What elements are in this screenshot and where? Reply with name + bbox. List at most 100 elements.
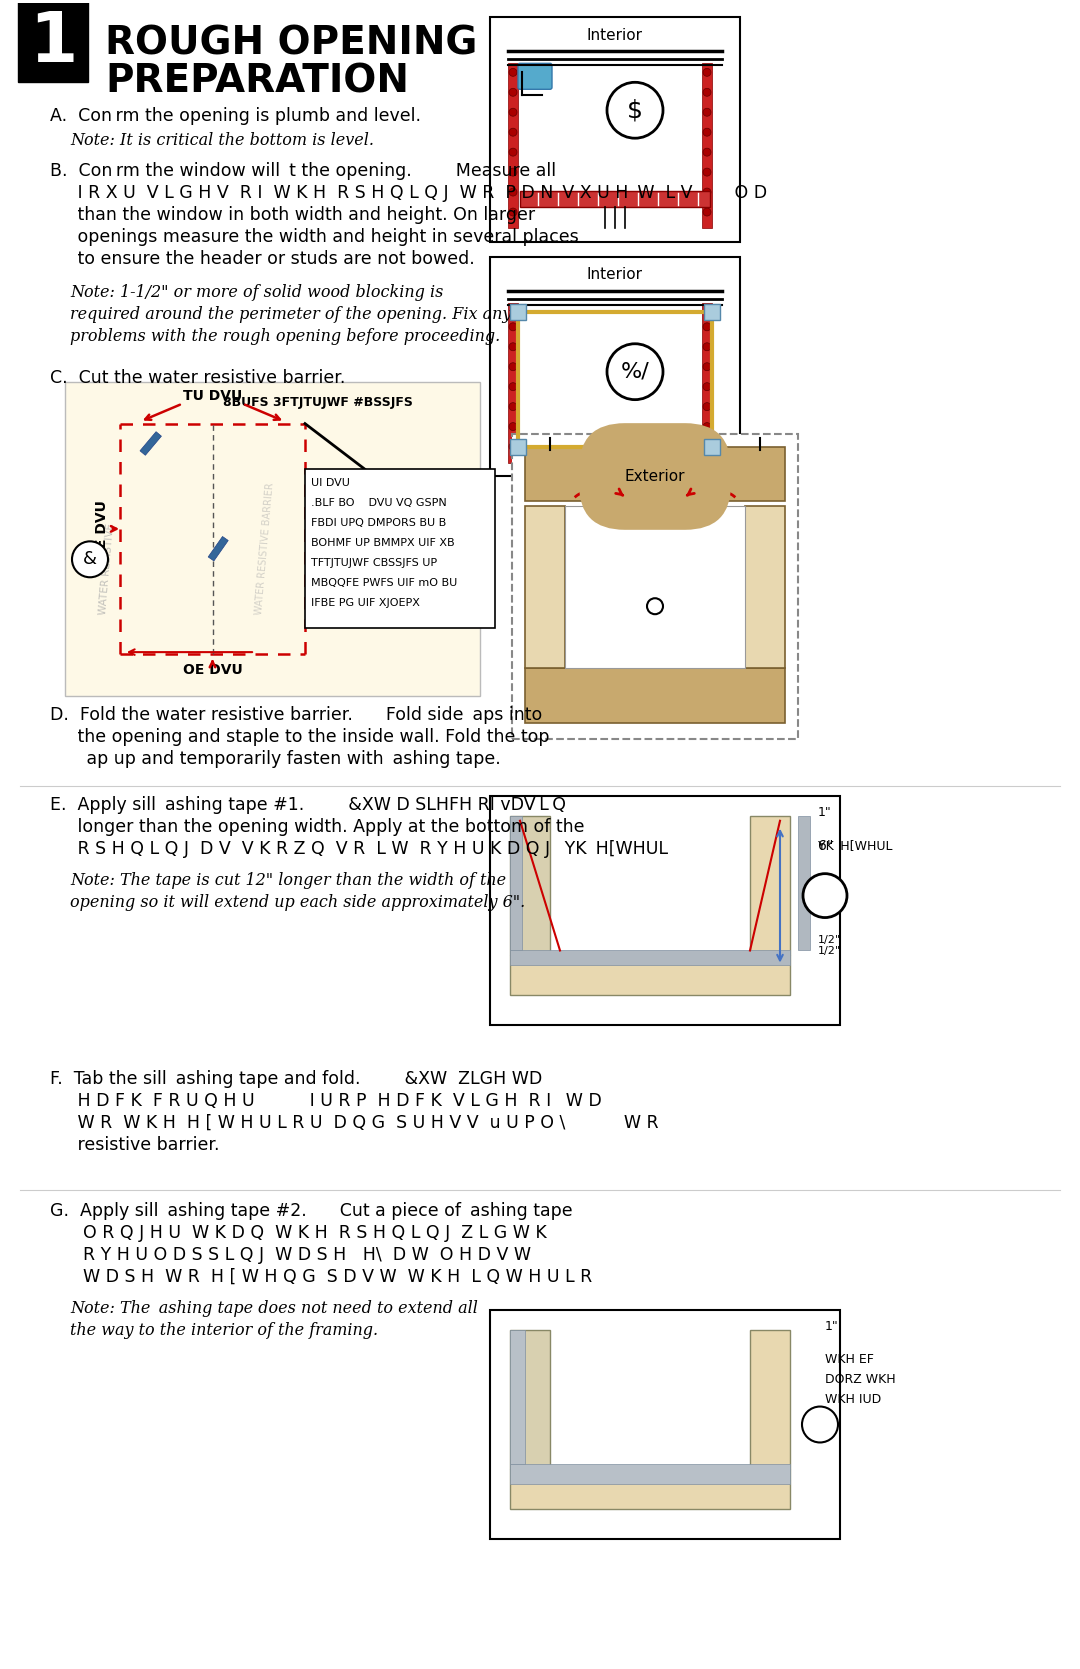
- Text: F.  Tab the sill  ashing tape and fold.        &XW  ZLGH WD: F. Tab the sill ashing tape and fold. &X…: [50, 1070, 542, 1088]
- Circle shape: [509, 209, 517, 215]
- Text: 6": 6": [818, 840, 834, 853]
- Text: Note: The  ashing tape does not need to extend all: Note: The ashing tape does not need to e…: [70, 1300, 477, 1317]
- Text: resistive barrier.: resistive barrier.: [50, 1137, 219, 1153]
- Bar: [490, 796, 840, 1025]
- Text: %/: %/: [621, 362, 649, 382]
- Circle shape: [509, 88, 517, 97]
- Circle shape: [509, 322, 517, 330]
- Bar: [490, 257, 740, 476]
- Text: SE DVU: SE DVU: [95, 501, 109, 557]
- Text: the way to the interior of the framing.: the way to the interior of the framing.: [70, 1322, 378, 1339]
- Text: Note: 1-1/2" or more of solid wood blocking is: Note: 1-1/2" or more of solid wood block…: [70, 284, 444, 300]
- Circle shape: [509, 342, 517, 350]
- Bar: [745, 506, 785, 668]
- Text: WKH IUD: WKH IUD: [825, 1394, 881, 1405]
- Circle shape: [509, 149, 517, 157]
- Bar: [525, 447, 785, 501]
- Bar: [305, 469, 495, 628]
- Circle shape: [509, 402, 517, 411]
- Circle shape: [647, 598, 663, 614]
- Polygon shape: [750, 816, 789, 955]
- Circle shape: [703, 209, 711, 215]
- Text: Note: The tape is cut 12" longer than the width of the: Note: The tape is cut 12" longer than th…: [70, 871, 507, 888]
- Text: WKH EF: WKH EF: [825, 1354, 874, 1367]
- Text: W D S H  W R  H [ W H Q G  S D V W  W K H  L Q W H U L R: W D S H W R H [ W H Q G S D V W W K H L …: [50, 1268, 592, 1285]
- Text: YK  H[WHUL: YK H[WHUL: [818, 840, 892, 853]
- Circle shape: [703, 169, 711, 177]
- Circle shape: [703, 189, 711, 195]
- Bar: [510, 1464, 789, 1484]
- Text: WATER RESISTIVE BARRIER: WATER RESISTIVE BARRIER: [254, 482, 275, 616]
- Text: ROUGH OPENING: ROUGH OPENING: [105, 25, 477, 62]
- Circle shape: [703, 342, 711, 350]
- Text: 1/2"
1/2": 1/2" 1/2": [818, 935, 841, 956]
- Text: BOHMF UP BMMPX UIF XB: BOHMF UP BMMPX UIF XB: [311, 539, 455, 549]
- Text: TFTJTUJWF CBSSJFS UP: TFTJTUJWF CBSSJFS UP: [311, 559, 437, 569]
- Bar: [508, 302, 518, 462]
- Polygon shape: [510, 1469, 789, 1509]
- Bar: [510, 951, 789, 965]
- Bar: [525, 668, 785, 723]
- Bar: [702, 63, 712, 229]
- Circle shape: [703, 382, 711, 391]
- Bar: [140, 432, 161, 456]
- Circle shape: [509, 108, 517, 117]
- Circle shape: [804, 873, 847, 918]
- Text: O R Q J H U  W K D Q  W K H  R S H Q L Q J  Z L G W K: O R Q J H U W K D Q W K H R S H Q L Q J …: [50, 1223, 546, 1242]
- Text: R Y H U O D S S L Q J  W D S H   H\  D W  O H D V W: R Y H U O D S S L Q J W D S H H\ D W O H…: [50, 1245, 531, 1263]
- Bar: [510, 439, 526, 454]
- Text: $: $: [627, 98, 643, 122]
- Text: openings measure the width and height in several places: openings measure the width and height in…: [50, 229, 579, 245]
- Text: UI DVU: UI DVU: [311, 479, 350, 489]
- Text: Interior: Interior: [588, 267, 643, 282]
- Text: A.  Con rm the opening is plumb and level.: A. Con rm the opening is plumb and level…: [50, 107, 421, 125]
- Polygon shape: [750, 1330, 789, 1469]
- Text: 1": 1": [818, 806, 832, 819]
- Text: required around the perimeter of the opening. Fix any: required around the perimeter of the ope…: [70, 305, 511, 322]
- Circle shape: [72, 541, 108, 577]
- Circle shape: [703, 149, 711, 157]
- Bar: [208, 536, 228, 561]
- Circle shape: [509, 129, 517, 137]
- Text: the opening and staple to the inside wall. Fold the top: the opening and staple to the inside wal…: [50, 728, 550, 746]
- Text: opening so it will extend up each side approximately 6".: opening so it will extend up each side a…: [70, 893, 525, 911]
- Text: Interior: Interior: [588, 28, 643, 43]
- Text: W R  W K H  H [ W H U L R U  D Q G  S U H V V  u U P O \           W R: W R W K H H [ W H U L R U D Q G S U H V …: [50, 1115, 659, 1132]
- Text: PREPARATION: PREPARATION: [105, 62, 409, 100]
- Circle shape: [703, 88, 711, 97]
- Circle shape: [509, 382, 517, 391]
- Bar: [510, 1330, 525, 1464]
- Circle shape: [703, 108, 711, 117]
- Text: H D F K  F R U Q H U          I U R P  H D F K  V L G H  R I   W D: H D F K F R U Q H U I U R P H D F K V L …: [50, 1092, 602, 1110]
- Text: E.  Apply sill  ashing tape #1.        &XW D SLHFH RI vDV L Q: E. Apply sill ashing tape #1. &XW D SLHF…: [50, 796, 569, 814]
- Text: I R X U  V L G H V  R I  W K H  R S H Q L Q J  W R  P D N  V X U H  W  L V      : I R X U V L G H V R I W K H R S H Q L Q …: [50, 184, 767, 202]
- Polygon shape: [510, 1330, 550, 1469]
- Circle shape: [509, 422, 517, 431]
- Bar: [65, 382, 480, 696]
- Text: WATER RESISTIVE: WATER RESISTIVE: [98, 522, 116, 614]
- Bar: [525, 506, 565, 668]
- Circle shape: [703, 402, 711, 411]
- Text: B.  Con rm the window will  t the opening.        Measure all: B. Con rm the window will t the opening.…: [50, 162, 556, 180]
- Text: Exterior: Exterior: [624, 469, 685, 484]
- Text: problems with the rough opening before proceeding.: problems with the rough opening before p…: [70, 327, 500, 345]
- Circle shape: [703, 129, 711, 137]
- Circle shape: [703, 362, 711, 371]
- Bar: [704, 304, 720, 320]
- Text: IFBE PG UIF XJOEPX: IFBE PG UIF XJOEPX: [311, 598, 420, 608]
- Text: .BLF BO    DVU VQ GSPN: .BLF BO DVU VQ GSPN: [311, 499, 447, 509]
- Circle shape: [509, 169, 517, 177]
- Text: than the window in both width and height. On larger: than the window in both width and height…: [50, 205, 535, 224]
- Circle shape: [607, 82, 663, 139]
- Bar: [510, 304, 526, 320]
- Bar: [512, 434, 798, 739]
- Text: 1: 1: [29, 8, 77, 75]
- Text: FBDI UPQ DMPORS BU B: FBDI UPQ DMPORS BU B: [311, 519, 446, 529]
- Circle shape: [509, 68, 517, 77]
- Text: &: &: [83, 551, 97, 569]
- Circle shape: [703, 322, 711, 330]
- Bar: [18, 2, 87, 82]
- Bar: [702, 302, 712, 462]
- Text: G.  Apply sill  ashing tape #2.      Cut a piece of  ashing tape: G. Apply sill ashing tape #2. Cut a piec…: [50, 1202, 572, 1220]
- Bar: [519, 190, 710, 207]
